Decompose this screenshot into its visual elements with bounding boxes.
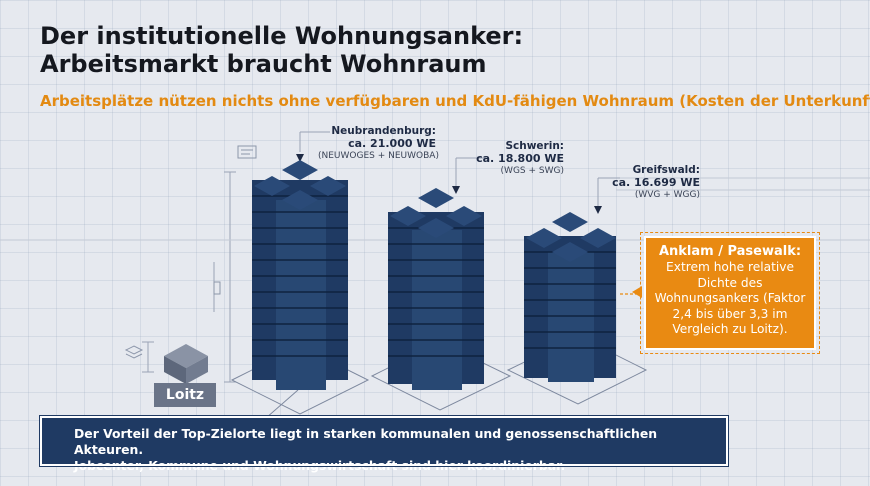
housing-orgs: (NEUWOGES + NEUWOBA) xyxy=(318,151,439,161)
anklam-pasewalk-callout: Anklam / Pasewalk: Extrem hohe relative … xyxy=(640,232,820,354)
building-schwerin xyxy=(388,188,484,390)
callout-title: Anklam / Pasewalk: xyxy=(658,244,802,259)
title-line-1: Der institutionelle Wohnungsanker: xyxy=(40,22,524,50)
callout-body: Extrem hohe relative Dichte des Wohnungs… xyxy=(654,260,806,336)
housing-orgs: (WGS + SWG) xyxy=(500,166,564,176)
housing-count: ca. 21.000 WE xyxy=(348,137,436,150)
title-line-2: Arbeitsmarkt braucht Wohnraum xyxy=(40,50,487,78)
subtitle: Arbeitsplätze nützen nichts ohne verfügb… xyxy=(40,92,870,110)
housing-count: ca. 18.800 WE xyxy=(476,152,564,165)
label-neubrandenburg: Neubrandenburg: ca. 21.000 WE (NEUWOGES … xyxy=(318,125,439,162)
city-name: Greifswald: xyxy=(632,164,700,176)
building-greifswald xyxy=(524,212,616,382)
loitz-label: Loitz xyxy=(154,383,216,407)
city-name: Schwerin: xyxy=(505,140,564,152)
housing-orgs: (WVG + WGG) xyxy=(634,190,700,200)
footer-banner: Der Vorteil der Top-Zielorte liegt in st… xyxy=(39,415,729,473)
label-greifswald: Greifswald: ca. 16.699 WE (WVG + WGG) xyxy=(612,164,700,201)
stack-icon xyxy=(124,345,144,359)
building-neubrandenburg xyxy=(252,160,348,390)
footer-line-2: Jobcenter, Kommune und Wohnungswirtschaf… xyxy=(74,458,566,473)
housing-count: ca. 16.699 WE xyxy=(612,176,700,189)
page-title: Der institutionelle Wohnungsanker: Arbei… xyxy=(40,22,523,78)
footer-line-1: Der Vorteil der Top-Zielorte liegt in st… xyxy=(74,426,658,457)
dimension-marker-icon xyxy=(213,281,221,295)
arrowheads xyxy=(296,154,602,214)
callout-pointer xyxy=(632,286,642,298)
building-loitz xyxy=(164,344,208,384)
document-icon xyxy=(237,145,257,159)
city-name: Neubrandenburg: xyxy=(331,125,436,137)
label-schwerin: Schwerin: ca. 18.800 WE (WGS + SWG) xyxy=(476,140,564,177)
